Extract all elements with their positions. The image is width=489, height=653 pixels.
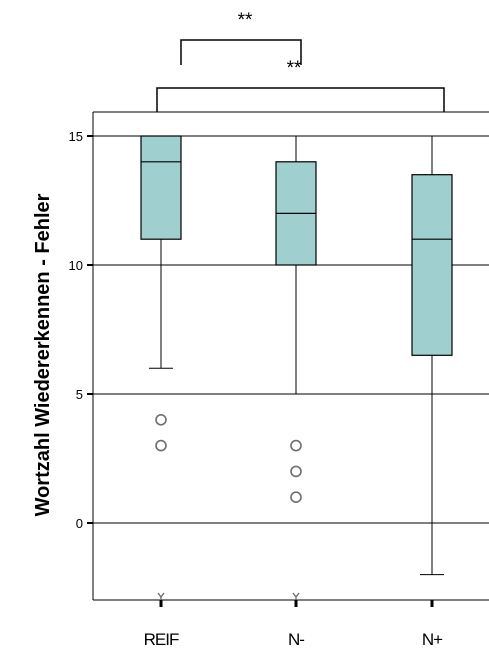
outlier-point — [156, 441, 166, 451]
extreme-point — [293, 593, 299, 600]
x-tick-labels: REIF N- N+ — [144, 600, 444, 649]
y-tick-label: 15 — [69, 129, 83, 144]
significance-bracket — [181, 40, 301, 65]
x-tick-label: N+ — [422, 630, 443, 649]
y-axis-title: Wortzahl Wiedererkennen - Fehler — [32, 193, 54, 516]
significance-bracket — [157, 88, 444, 112]
y-ticks: 0 5 10 15 — [69, 129, 93, 531]
box-N+ — [412, 175, 452, 356]
significance-brackets: ** ** — [157, 10, 444, 112]
y-tick-label: 0 — [76, 516, 83, 531]
outlier-point — [291, 492, 301, 502]
significance-label: ** — [287, 58, 302, 79]
outlier-point — [291, 441, 301, 451]
box-REIF — [141, 136, 181, 239]
x-tick-label: REIF — [144, 630, 179, 649]
boxes — [141, 136, 452, 600]
x-tick-label: N- — [288, 630, 304, 649]
significance-label: ** — [238, 10, 253, 31]
y-tick-label: 5 — [76, 387, 83, 402]
outlier-point — [291, 466, 301, 476]
y-tick-label: 10 — [69, 258, 83, 273]
outlier-point — [156, 415, 166, 425]
extreme-point — [158, 593, 164, 600]
